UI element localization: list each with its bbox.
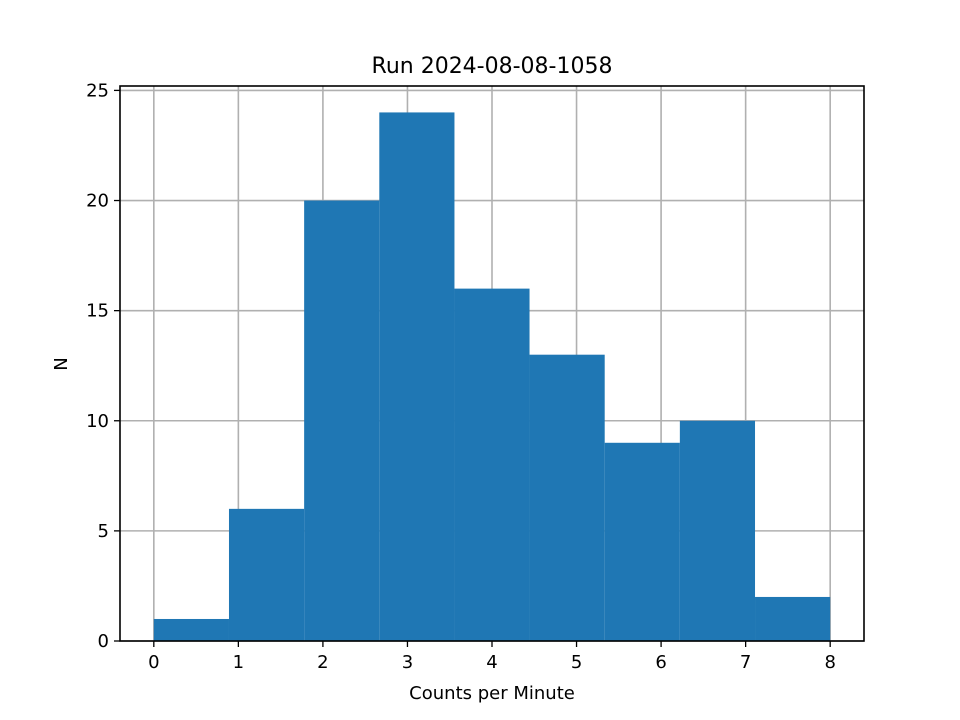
histogram-bar xyxy=(679,420,756,641)
histogram-bar xyxy=(153,618,229,641)
x-tick-label: 7 xyxy=(740,652,751,673)
histogram-bars xyxy=(153,112,831,641)
x-axis-ticks: 0 1 2 3 4 5 6 7 8 xyxy=(148,641,836,673)
y-tick-label: 15 xyxy=(86,301,109,322)
y-tick-label: 0 xyxy=(98,631,109,652)
x-tick-label: 0 xyxy=(148,652,159,673)
y-axis-label: N xyxy=(51,357,72,370)
histogram-bar xyxy=(755,596,831,641)
y-axis-ticks: 0 5 10 15 20 25 xyxy=(86,80,120,652)
histogram-bar xyxy=(604,442,680,641)
chart-title: Run 2024-08-08-1058 xyxy=(372,54,613,79)
x-tick-label: 4 xyxy=(486,652,497,673)
x-tick-label: 5 xyxy=(571,652,582,673)
x-tick-label: 3 xyxy=(402,652,413,673)
y-tick-label: 5 xyxy=(98,521,109,542)
histogram-bar xyxy=(228,508,305,641)
y-tick-label: 20 xyxy=(86,191,109,212)
x-tick-label: 2 xyxy=(317,652,328,673)
y-tick-label: 25 xyxy=(86,80,109,101)
x-tick-label: 1 xyxy=(233,652,244,673)
histogram-bar xyxy=(304,200,380,641)
x-tick-label: 8 xyxy=(824,652,835,673)
histogram-bar xyxy=(454,288,530,641)
x-tick-label: 6 xyxy=(655,652,666,673)
histogram-bar xyxy=(379,112,455,641)
y-tick-label: 10 xyxy=(86,411,109,432)
histogram-bar xyxy=(529,354,605,641)
x-axis-label: Counts per Minute xyxy=(409,683,575,704)
